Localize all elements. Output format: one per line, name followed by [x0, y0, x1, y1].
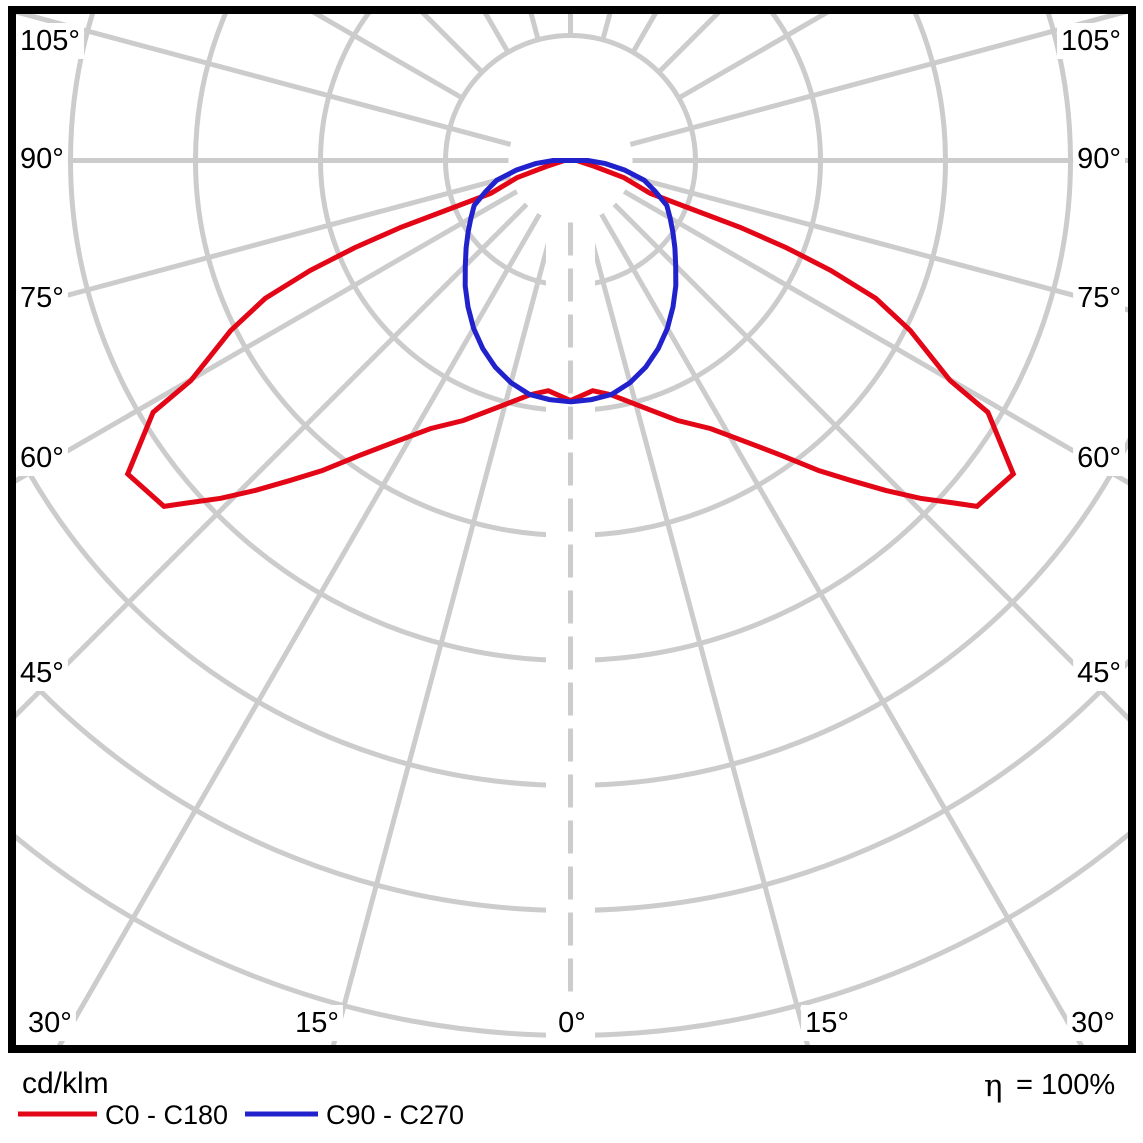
- angle-label-left-75: 75°: [20, 282, 64, 314]
- efficiency-symbol: η: [984, 1068, 1003, 1104]
- angle-label-bottom-right-30: 30°: [1071, 1007, 1115, 1039]
- angle-label-right-105: 105°: [1061, 25, 1121, 57]
- legend-label-c0-c180: C0 - C180: [105, 1100, 228, 1130]
- legend: C0 - C180 C90 - C270: [18, 1100, 464, 1130]
- angle-tick-labels: 105° 105° 90° 90° 75° 75° 60° 60° 45° 45° 30° 15° 0°…: [16, 23, 1125, 1041]
- angle-label-bottom-right-15: 15°: [805, 1007, 849, 1039]
- angle-label-bottom-0: 0°: [558, 1007, 586, 1039]
- angle-label-right-75: 75°: [1077, 282, 1121, 314]
- plot-border: [8, 6, 1136, 1053]
- angle-label-left-45: 45°: [20, 657, 64, 689]
- efficiency-value: = 100%: [1016, 1069, 1115, 1101]
- distribution-curves: [124, 158, 1017, 510]
- angle-label-bottom-left-15: 15°: [295, 1007, 339, 1039]
- units-label: cd/klm: [22, 1067, 109, 1100]
- angle-label-left-90: 90°: [20, 143, 64, 175]
- angle-label-bottom-left-30: 30°: [28, 1007, 72, 1039]
- legend-label-c90-c270: C90 - C270: [326, 1100, 464, 1130]
- angle-label-right-90: 90°: [1077, 143, 1121, 175]
- angle-label-right-60: 60°: [1077, 442, 1121, 474]
- angle-label-left-60: 60°: [20, 442, 64, 474]
- angle-label-right-45: 45°: [1077, 657, 1121, 689]
- angle-label-left-105: 105°: [20, 25, 80, 57]
